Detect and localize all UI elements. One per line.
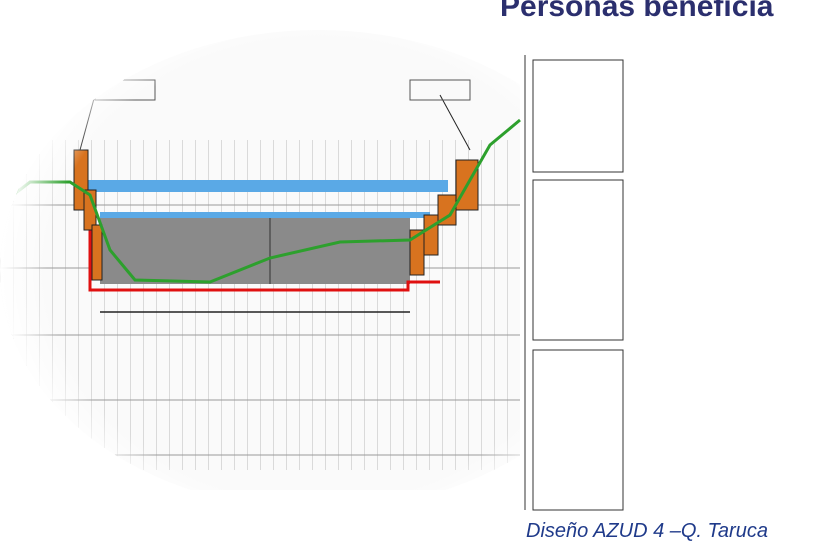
cross-section <box>0 0 636 540</box>
slide-title: Personas beneficia <box>500 0 773 24</box>
figure-caption: Diseño AZUD 4 –Q. Taruca <box>526 520 768 543</box>
drawing <box>0 0 835 548</box>
slide: Personas beneficia Diseño AZUD 4 –Q. Tar… <box>0 0 835 548</box>
